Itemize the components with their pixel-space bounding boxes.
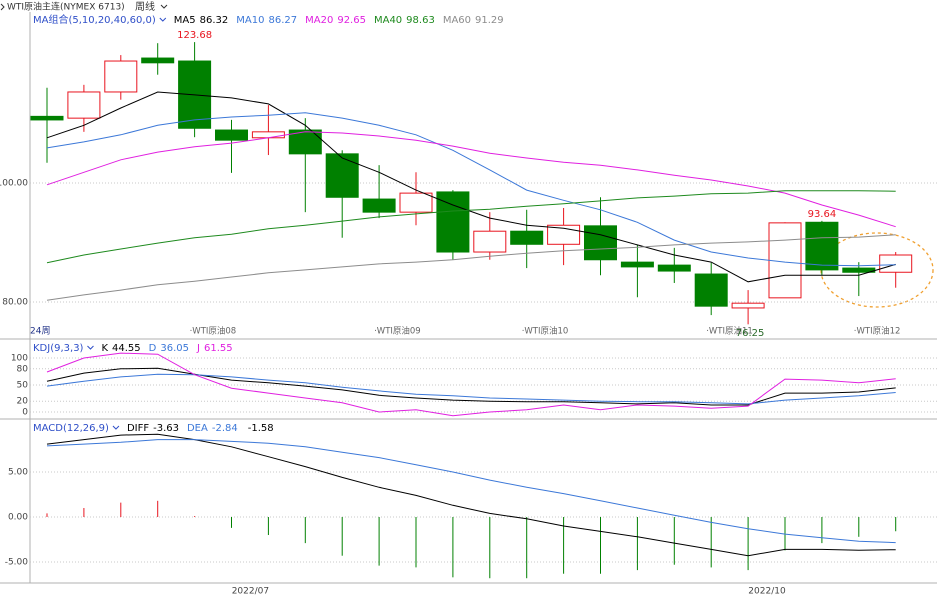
contract-label: ·WTI原油11: [706, 326, 753, 337]
legend-name: MA20: [305, 15, 333, 26]
legend-value: 61.55: [204, 343, 233, 354]
legend-name: J: [196, 343, 200, 354]
candle-body: [104, 60, 138, 93]
y-tick-label: -5.00: [5, 558, 29, 568]
candle-body: [584, 225, 617, 261]
candle-body: [473, 230, 507, 253]
legend-value: -1.58: [248, 423, 274, 434]
high-label: 93.64: [808, 209, 837, 220]
legend-value: 44.55: [112, 343, 141, 354]
line-series: [46, 234, 896, 301]
y-tick-label: 0.00: [8, 513, 28, 523]
contract-label: ·WTI原油10: [522, 326, 569, 337]
legend-name: MA60: [443, 15, 471, 26]
candle-body: [288, 129, 322, 155]
legend-value: 98.63: [406, 15, 435, 26]
low-label: 76.25: [736, 328, 765, 339]
y-tick-label: 0: [22, 408, 28, 418]
symbol-title: WTI原油主连(NYMEX 6713): [7, 1, 125, 13]
legend-name: MA40: [374, 15, 402, 26]
line-series: [46, 91, 896, 283]
candle-body: [30, 115, 64, 121]
candle-body: [141, 57, 175, 64]
candle-body: [399, 192, 433, 213]
period-chevron[interactable]: [160, 4, 168, 9]
y-tick-label: 80: [17, 364, 29, 374]
candle-body: [362, 198, 396, 213]
bar-count-label: 24周: [30, 326, 50, 337]
candle-body: [251, 131, 285, 139]
legend-name: MA10: [236, 15, 264, 26]
panel-chevron[interactable]: [87, 345, 94, 350]
legend-name: DEA: [187, 423, 208, 434]
panel-title: KDJ(9,3,3): [33, 343, 84, 354]
candle-body: [67, 91, 101, 119]
y-tick-label: 20: [17, 397, 29, 407]
panel-chevron[interactable]: [159, 17, 167, 22]
candle-body: [510, 230, 544, 245]
legend-name: D: [149, 343, 157, 354]
line-series: [46, 352, 896, 417]
line-series: [46, 190, 896, 264]
y-tick-label: 100: [11, 353, 28, 363]
candle-body: [694, 273, 728, 307]
y-tick-label: 50: [17, 380, 29, 390]
legend-value: -3.63: [153, 423, 179, 434]
y-tick-label: 5.00: [8, 468, 28, 478]
candle-body: [436, 191, 470, 253]
legend-value: 36.05: [160, 343, 189, 354]
line-series: [46, 112, 896, 267]
high-label: 123.68: [177, 30, 212, 41]
panel-title: MA组合(5,10,20,40,60,0): [33, 13, 156, 26]
highlight-ellipse: [820, 232, 934, 308]
period-select[interactable]: 周线: [135, 0, 155, 13]
candle-body: [805, 221, 839, 271]
contract-label: ·WTI原油08: [190, 326, 237, 337]
legend-value: -2.84: [212, 423, 238, 434]
legend-name: MA5: [174, 15, 196, 26]
legend-value: 92.65: [337, 15, 366, 26]
panel-chevron[interactable]: [112, 425, 120, 430]
line-series: [46, 439, 896, 544]
candle-body: [215, 129, 248, 141]
candle-body: [620, 261, 654, 268]
line-series: [46, 433, 896, 557]
header-arrow: [0, 3, 5, 11]
date-label: 2022/07: [232, 587, 269, 597]
candle-body: [325, 153, 359, 198]
line-series: [46, 373, 896, 405]
y-tick-label: 100.00: [0, 179, 28, 189]
candle-body: [657, 264, 691, 272]
candle-body: [768, 222, 802, 299]
legend-name: DIFF: [127, 423, 149, 434]
legend-value: 86.32: [200, 15, 229, 26]
candle-body: [879, 254, 913, 273]
line-series: [46, 131, 896, 228]
date-label: 2022/10: [748, 587, 786, 597]
legend-value: 91.29: [475, 15, 504, 26]
candle-body: [178, 60, 212, 129]
legend-value: 86.27: [268, 15, 297, 26]
panel-title: MACD(12,26,9): [33, 423, 109, 434]
candle-body: [731, 302, 765, 309]
legend-name: K: [101, 343, 108, 354]
contract-label: ·WTI原油09: [374, 326, 421, 337]
y-tick-label: 80.00: [2, 298, 28, 308]
contract-label: ·WTI原油12: [854, 326, 901, 337]
